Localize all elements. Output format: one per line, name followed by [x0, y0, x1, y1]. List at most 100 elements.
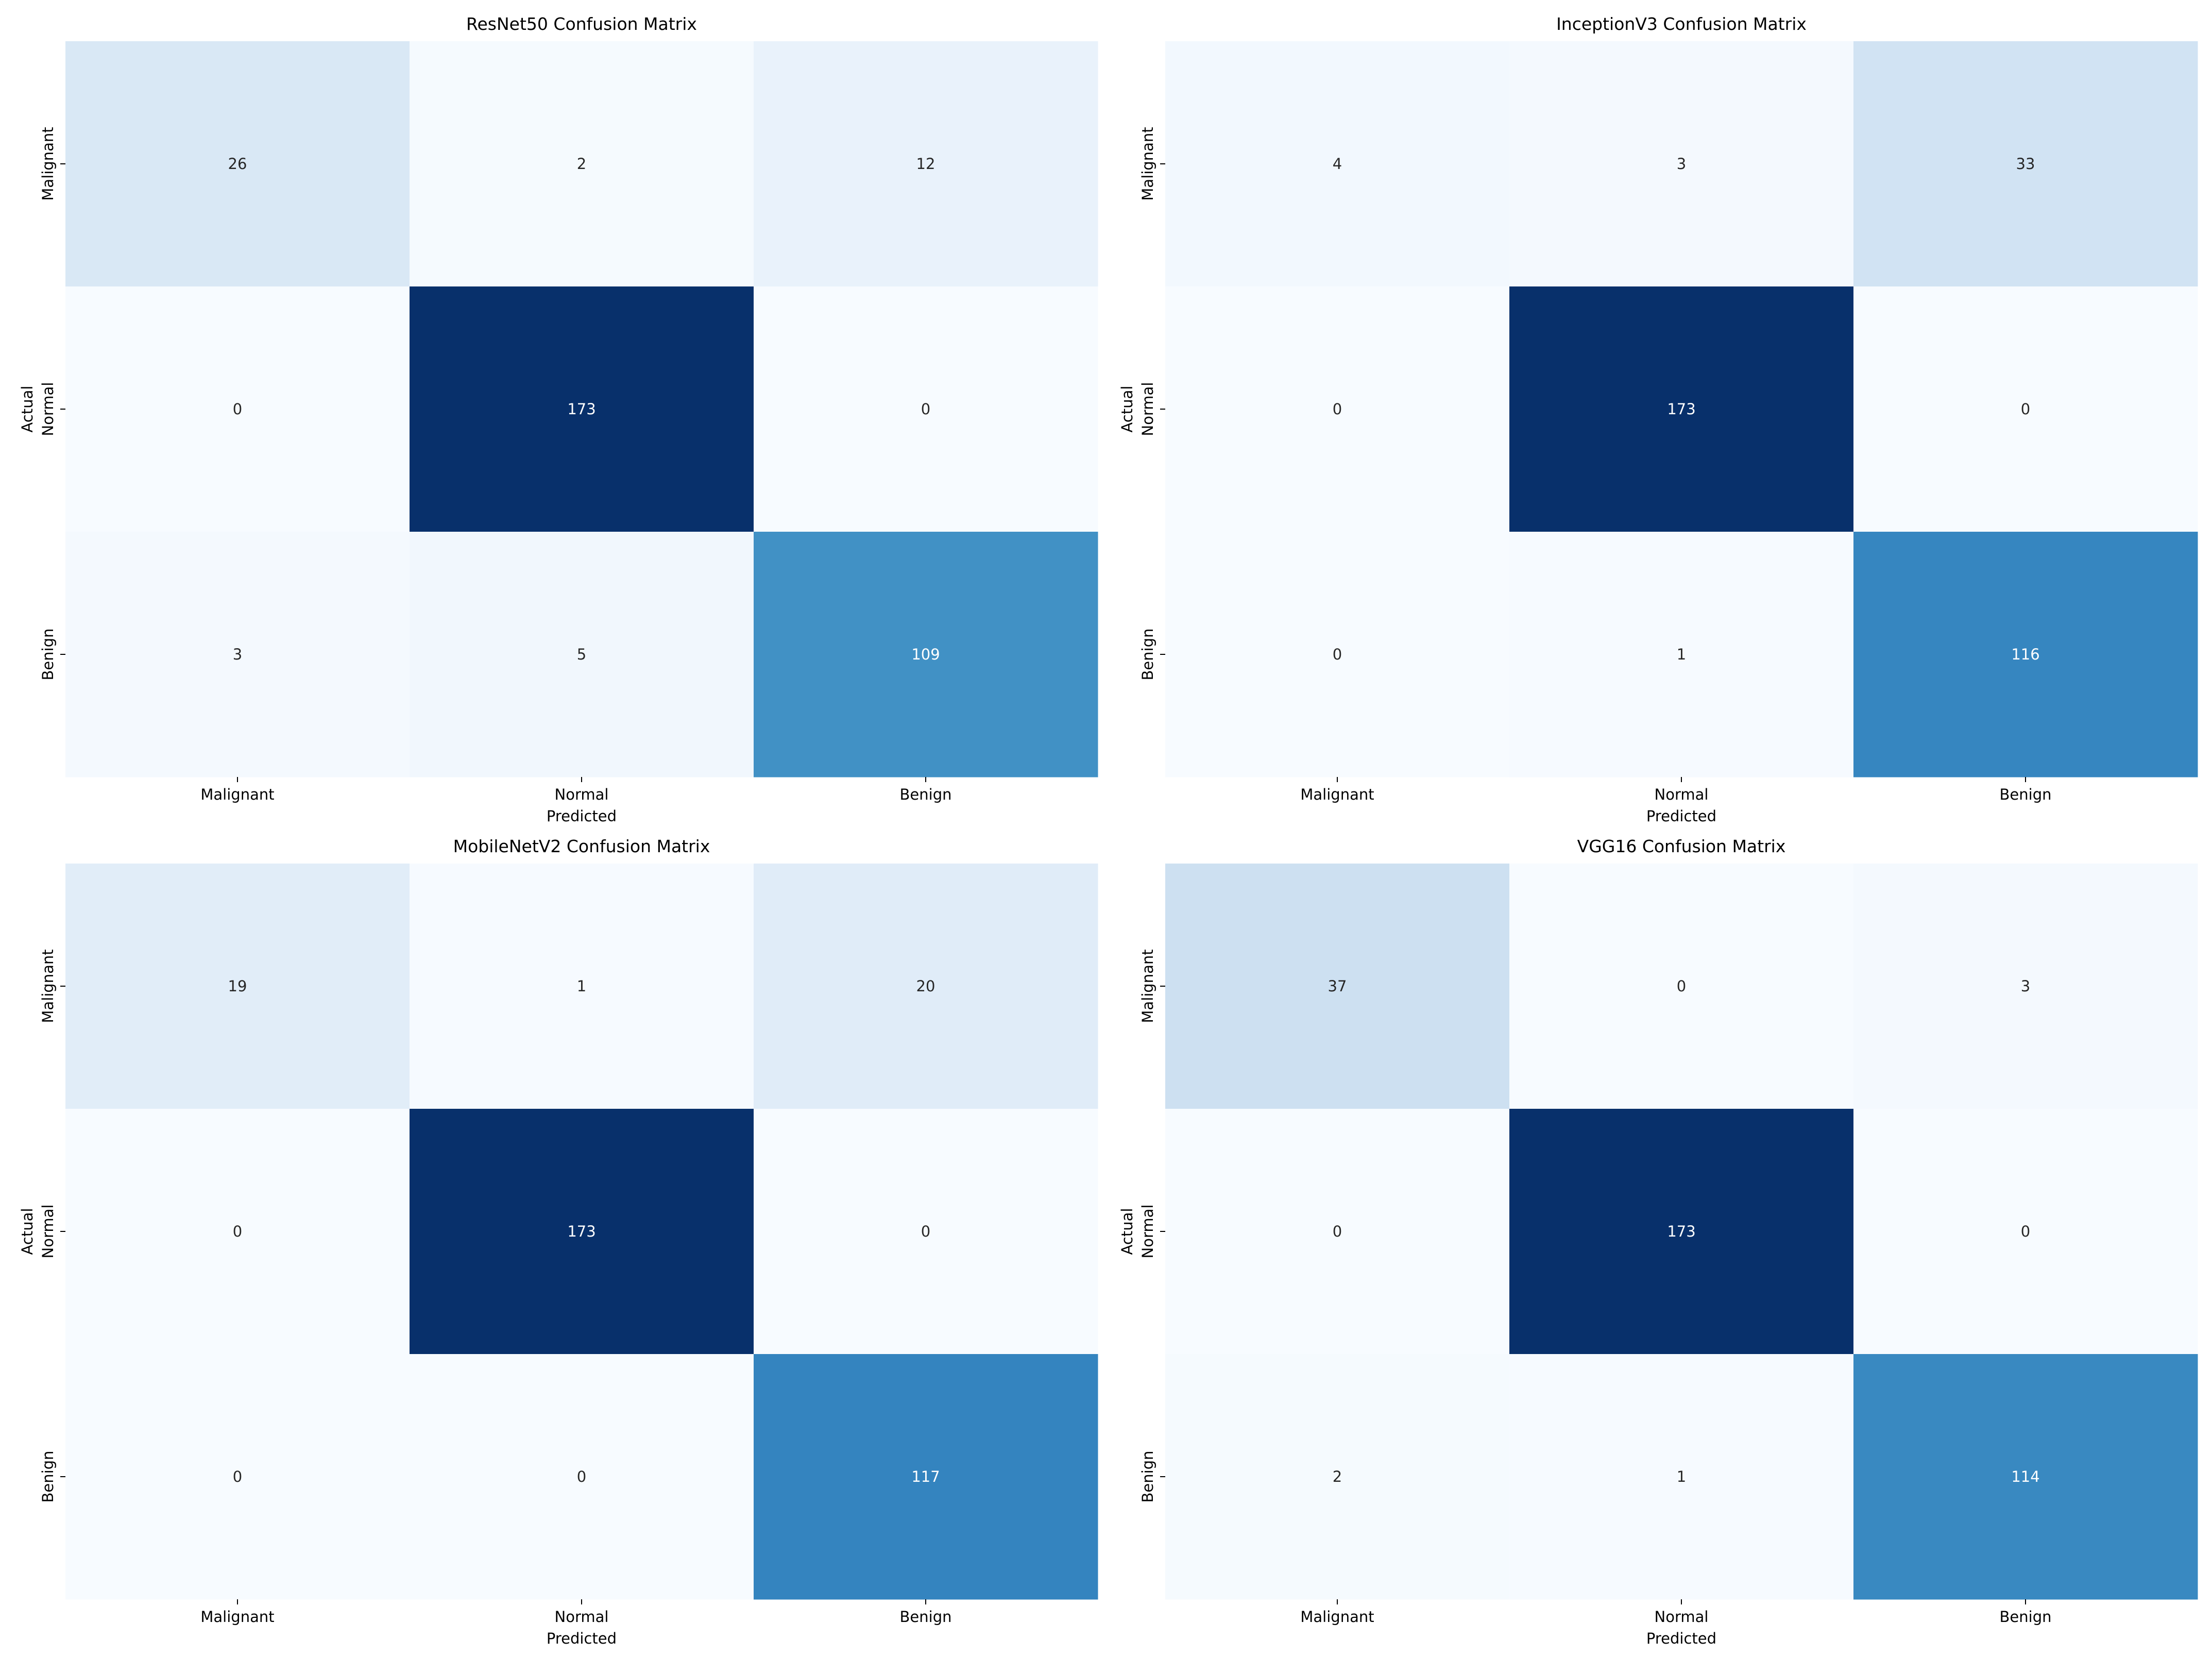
- x-tick-label: Benign: [2000, 786, 2052, 803]
- y-axis-label: Actual: [1118, 1208, 1136, 1255]
- y-axis-label: Actual: [19, 386, 36, 433]
- y-tick-label: Normal: [39, 1205, 57, 1259]
- cell-value-label: 1: [577, 977, 586, 995]
- heatmap-cell: [1509, 1354, 1854, 1600]
- heatmap-cell: [754, 1109, 1098, 1355]
- x-tick-label: Benign: [900, 1608, 952, 1626]
- cell-value-label: 1: [1677, 1468, 1686, 1485]
- x-tick-label: Malignant: [1300, 1608, 1374, 1626]
- x-tick-label: Normal: [555, 1608, 609, 1626]
- cell-value-label: 0: [233, 1223, 242, 1240]
- cell-value-label: 0: [1333, 646, 1342, 663]
- heatmap-cell: [754, 41, 1098, 287]
- heatmap-cell: [410, 286, 754, 532]
- x-tick-label: Normal: [1655, 786, 1709, 803]
- heatmap-cell: [410, 864, 754, 1109]
- heatmap-cell: [1853, 1109, 2198, 1355]
- heatmap-cell: [410, 532, 754, 777]
- x-tick-label: Benign: [900, 786, 952, 803]
- x-tick-label: Normal: [555, 786, 609, 803]
- cell-value-label: 173: [1667, 1223, 1695, 1240]
- y-axis-label: Actual: [1118, 386, 1136, 433]
- cell-value-label: 3: [233, 646, 242, 663]
- y-axis-label: Actual: [19, 1208, 36, 1255]
- cell-value-label: 20: [916, 977, 935, 995]
- heatmap-cell: [754, 1354, 1098, 1600]
- cell-value-label: 114: [2011, 1468, 2039, 1485]
- cell-value-label: 0: [1677, 977, 1686, 995]
- y-tick-label: Malignant: [39, 949, 57, 1023]
- cell-value-label: 0: [921, 1223, 930, 1240]
- x-tick-label: Normal: [1655, 1608, 1709, 1626]
- cell-value-label: 117: [911, 1468, 940, 1485]
- chart-title: InceptionV3 Confusion Matrix: [1556, 14, 1807, 34]
- x-tick-label: Malignant: [200, 1608, 274, 1626]
- cell-value-label: 173: [567, 400, 595, 418]
- heatmap-cell: [1165, 41, 1510, 287]
- cell-value-label: 3: [2021, 977, 2030, 995]
- heatmap-cell: [65, 864, 410, 1109]
- confusion-matrix-panel: 26 2 12 0 173 0 3 5 109 ResNet50 Confusion Matrix…: [19, 14, 1098, 825]
- y-tick-label: Malignant: [1139, 949, 1156, 1023]
- cell-value-label: 5: [577, 646, 586, 663]
- cell-value-label: 0: [1333, 1223, 1342, 1240]
- cell-value-label: 19: [228, 977, 247, 995]
- chart-title: MobileNetV2 Confusion Matrix: [453, 836, 710, 856]
- heatmap-cell: [65, 1109, 410, 1355]
- cell-value-label: 12: [916, 155, 935, 173]
- heatmap-cell: [1853, 1354, 2198, 1600]
- chart-title: VGG16 Confusion Matrix: [1577, 836, 1786, 856]
- heatmap-cell: [65, 286, 410, 532]
- y-tick-label: Normal: [1139, 382, 1156, 436]
- x-tick-label: Malignant: [1300, 786, 1374, 803]
- cell-value-label: 173: [567, 1223, 595, 1240]
- heatmap-cell: [1509, 532, 1854, 777]
- heatmap-cell: [410, 1354, 754, 1600]
- cell-value-label: 0: [233, 1468, 242, 1485]
- heatmap-cell: [754, 532, 1098, 777]
- heatmap-cell: [410, 41, 754, 287]
- cell-value-label: 109: [911, 646, 940, 663]
- y-tick-label: Malignant: [39, 127, 57, 200]
- y-tick-label: Benign: [1139, 1451, 1156, 1503]
- heatmap-cell: [1165, 1354, 1510, 1600]
- cell-value-label: 0: [1333, 400, 1342, 418]
- cell-value-label: 0: [2021, 400, 2030, 418]
- heatmap-cell: [1165, 864, 1510, 1109]
- cell-value-label: 2: [577, 155, 586, 173]
- y-tick-label: Benign: [1139, 629, 1156, 681]
- cell-value-label: 0: [233, 400, 242, 418]
- heatmap-cell: [1165, 1109, 1510, 1355]
- heatmap-cell: [1165, 532, 1510, 777]
- x-tick-label: Malignant: [200, 786, 274, 803]
- cell-value-label: 3: [1677, 155, 1686, 173]
- y-tick-label: Normal: [1139, 1205, 1156, 1259]
- heatmap-cell: [754, 864, 1098, 1109]
- confusion-matrix-panel: 19 1 20 0 173 0 0 0 117 MobileNetV2 Confusion Mat…: [19, 836, 1098, 1647]
- cell-value-label: 173: [1667, 400, 1695, 418]
- heatmap-cell: [65, 1354, 410, 1600]
- heatmap-cell: [1509, 1109, 1854, 1355]
- heatmap-cell: [1165, 286, 1510, 532]
- heatmap-cell: [65, 532, 410, 777]
- cell-value-label: 4: [1333, 155, 1342, 173]
- y-tick-label: Malignant: [1139, 127, 1156, 200]
- x-axis-label: Predicted: [1646, 807, 1716, 825]
- cell-value-label: 116: [2011, 646, 2039, 663]
- heatmap-cell: [1853, 864, 2198, 1109]
- x-axis-label: Predicted: [1646, 1630, 1716, 1647]
- heatmap-cell: [1509, 286, 1854, 532]
- x-tick-label: Benign: [2000, 1608, 2052, 1626]
- heatmap-cell: [410, 1109, 754, 1355]
- cell-value-label: 1: [1677, 646, 1686, 663]
- cell-value-label: 0: [2021, 1223, 2030, 1240]
- heatmap-cell: [754, 286, 1098, 532]
- heatmap-cell: [1853, 532, 2198, 777]
- heatmap-cell: [1509, 41, 1854, 287]
- heatmap-cell: [1853, 41, 2198, 287]
- cell-value-label: 0: [577, 1468, 586, 1485]
- cell-value-label: 0: [921, 400, 930, 418]
- chart-title: ResNet50 Confusion Matrix: [466, 14, 697, 34]
- x-axis-label: Predicted: [547, 1630, 617, 1647]
